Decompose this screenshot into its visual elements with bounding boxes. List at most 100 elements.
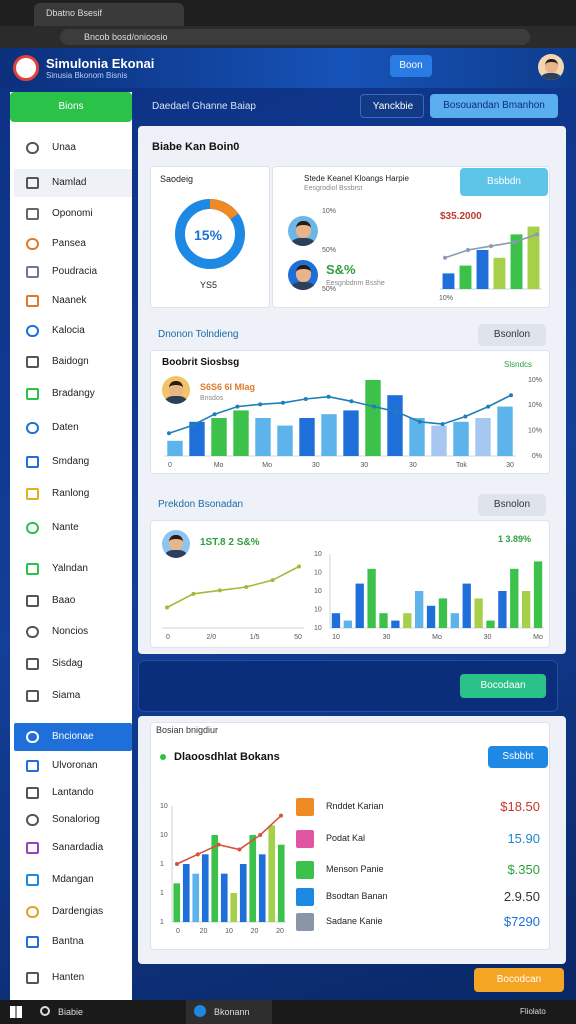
user-avatar-face [544,58,558,73]
card4-button[interactable]: Ssbbbt [488,746,548,768]
trend-point [165,605,169,610]
row-label: Rnddet Karian [326,801,384,811]
trend-point [191,591,196,596]
sidebar-item[interactable]: Bantna [52,936,84,947]
sidebar-item[interactable]: Unaa [52,142,76,153]
bar [343,620,352,628]
sidebar-item[interactable]: Hanten [52,972,85,983]
sidebar-item[interactable]: Lantando [52,787,94,798]
trend-point [244,585,249,589]
x-label: 20 [200,928,208,935]
card4-button-text: Ssbbbt [502,751,534,762]
trend-point [189,423,194,428]
sidebar-item[interactable]: Daten [52,422,79,433]
sidebar-item[interactable]: Naanek [52,295,87,306]
sidebar-item-hover[interactable] [14,169,132,197]
sidebar-icon [26,356,39,368]
sidebar-icon [26,731,39,743]
bar [239,864,247,922]
sidebar-item[interactable]: Baao [52,595,76,606]
sidebar-item[interactable]: Bncionae [52,731,94,742]
bar [533,561,543,628]
bar [474,598,483,628]
row-value: 15.90 [507,831,540,846]
sidebar-icon [26,842,39,854]
banner-button[interactable]: Bocodaan [460,674,546,698]
sidebar-item[interactable]: Ulvoronan [52,760,98,771]
sidebar-item[interactable]: Namlad [52,177,87,188]
row-label: Podat Kal [326,833,366,843]
trend-point [303,397,308,401]
chart: 0 2/0 1/5 50 [162,564,304,641]
sidebar-item[interactable]: Sanardadia [52,842,104,853]
sidebar-item[interactable]: Kalocia [52,325,85,336]
sidebar-item[interactable]: Pansea [52,238,86,249]
section-label: Prekdon Bsonadan [158,499,244,510]
card3-avatar-body [164,550,188,558]
trend-point [235,404,240,409]
sidebar-item[interactable]: Baidogn [52,356,89,367]
trend-point [417,419,422,424]
sidebar-item[interactable]: Siama [52,690,81,701]
sidebar-item[interactable]: Oponomi [52,208,93,219]
y-label: 10 [160,832,168,839]
sidebar-item[interactable]: Bradangy [52,388,95,399]
section-button[interactable]: Bsonlon [478,324,546,346]
bar [230,893,238,922]
bar [201,854,209,922]
summary-avatar-face [295,265,311,282]
sidebar-top-button[interactable]: Bions [10,92,132,122]
topbar-button[interactable]: Bosouandan Bmanhon [430,94,558,118]
summary-stat: $35.2000 [440,211,482,222]
sidebar-item[interactable]: Ranlong [52,488,90,499]
section-button[interactable]: Bsnolon [478,494,546,516]
trend-point [237,847,242,852]
header-button[interactable]: Boon [390,55,432,77]
x-label: 20 [251,928,259,935]
sidebar-item[interactable]: Poudracia [52,266,98,277]
x-label: 30 [360,462,368,469]
x-label: Mo [432,634,442,641]
x-label: 30 [312,462,320,469]
sidebar-item[interactable]: Smdang [52,456,90,467]
sidebar-item[interactable]: Sisdag [52,658,83,669]
trend-point [372,404,377,409]
search-icon [40,1006,50,1016]
summary-avatar [288,216,318,246]
summary-button[interactable]: Bsbbdn [460,168,548,196]
sidebar-icon [26,295,39,307]
card3-avatar [162,530,190,558]
trend-point [297,564,301,569]
y-label: 10% [528,402,542,409]
x-label: 30 [484,634,492,641]
url-text: Bncob bosd/onioosio [84,32,168,42]
bar [367,568,376,628]
sidebar-item[interactable]: Noncios [52,626,89,637]
y-label: 10% [322,208,336,215]
sidebar-icon [26,177,39,189]
taskbar [0,1000,576,1024]
x-label: 10 [332,634,340,641]
sidebar-icon [26,936,39,948]
tab [34,3,184,26]
bar [277,844,285,922]
sidebar-item[interactable]: Yalndan [52,563,88,574]
sidebar-icon [26,266,39,278]
sidebar-item[interactable]: Dardengias [52,906,104,917]
sidebar-item[interactable]: Nante [52,522,79,533]
sidebar-item[interactable]: Mdangan [52,874,94,885]
start-icon[interactable] [10,1006,22,1018]
trend-point [281,400,285,405]
topbar-button[interactable]: Yanckbie [360,94,424,118]
footer-button[interactable]: Bocodcan [474,968,564,992]
banner-button-text: Bocodaan [480,680,526,691]
donut-value: 15% [194,227,223,243]
summary-sub: Eesgrodiol Bssbrst [304,185,363,192]
chart: 10 10 10 10 10 10 30 Mo 30 Mo [314,551,544,641]
sidebar-item[interactable]: Sonaloriog [52,814,100,825]
card2-avatar-face [169,380,183,397]
chart: 10% 50% 50% 10% [322,208,542,302]
bar [343,410,359,456]
